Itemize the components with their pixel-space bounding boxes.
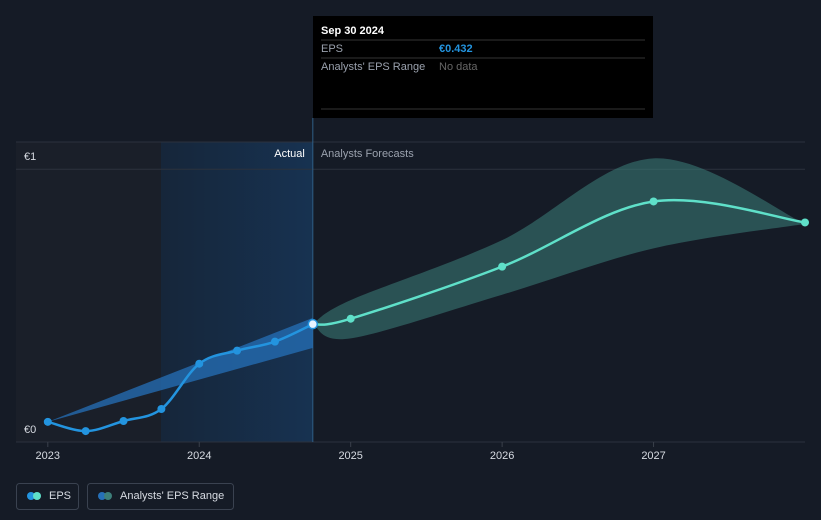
legend-swatch	[104, 492, 112, 500]
eps-point	[119, 417, 128, 425]
x-tick-label: 2024	[187, 450, 211, 462]
legend-swatch	[27, 492, 35, 500]
legend-label: Analysts' EPS Range	[120, 490, 224, 502]
actual-label: Actual	[274, 148, 305, 160]
legend-swatch	[33, 492, 41, 500]
tooltip: Sep 30 2024 EPS €0.432 Analysts' EPS Ran…	[313, 16, 653, 118]
eps-point	[43, 417, 52, 426]
legend: EPS Analysts' EPS Range	[16, 483, 234, 510]
y-tick-label: €1	[24, 151, 36, 163]
tooltip-box	[313, 16, 653, 118]
eps-point	[270, 337, 279, 346]
eps-point	[801, 218, 809, 227]
forecast-label: Analysts Forecasts	[321, 148, 414, 160]
legend-item-box[interactable]	[16, 483, 79, 510]
history-region	[16, 142, 161, 442]
x-tick-label: 2027	[641, 450, 665, 462]
range-band	[47, 317, 313, 422]
legend-label: EPS	[49, 490, 71, 502]
eps-point	[346, 314, 355, 323]
eps-point	[157, 405, 166, 413]
eps-point	[498, 262, 507, 271]
tooltip-range-value: No data	[439, 61, 478, 73]
x-tick-label: 2026	[490, 450, 514, 462]
eps-point	[649, 197, 658, 206]
eps-point	[307, 318, 319, 330]
tooltip-eps-name: EPS	[321, 43, 343, 55]
past-year-region	[161, 142, 313, 442]
tooltip-range-name: Analysts' EPS Range	[321, 61, 425, 73]
range-band	[312, 158, 805, 340]
tooltip-date: Sep 30 2024	[321, 25, 385, 37]
eps-point	[195, 359, 204, 368]
y-tick-label: €0	[24, 424, 36, 436]
eps-point	[233, 346, 242, 355]
legend-swatch	[98, 492, 106, 500]
x-tick-label: 2025	[338, 450, 362, 462]
eps-point	[81, 427, 90, 436]
legend-item-box[interactable]	[87, 483, 234, 510]
x-tick-label: 2023	[36, 450, 60, 462]
tooltip-eps-value: €0.432	[439, 43, 473, 55]
